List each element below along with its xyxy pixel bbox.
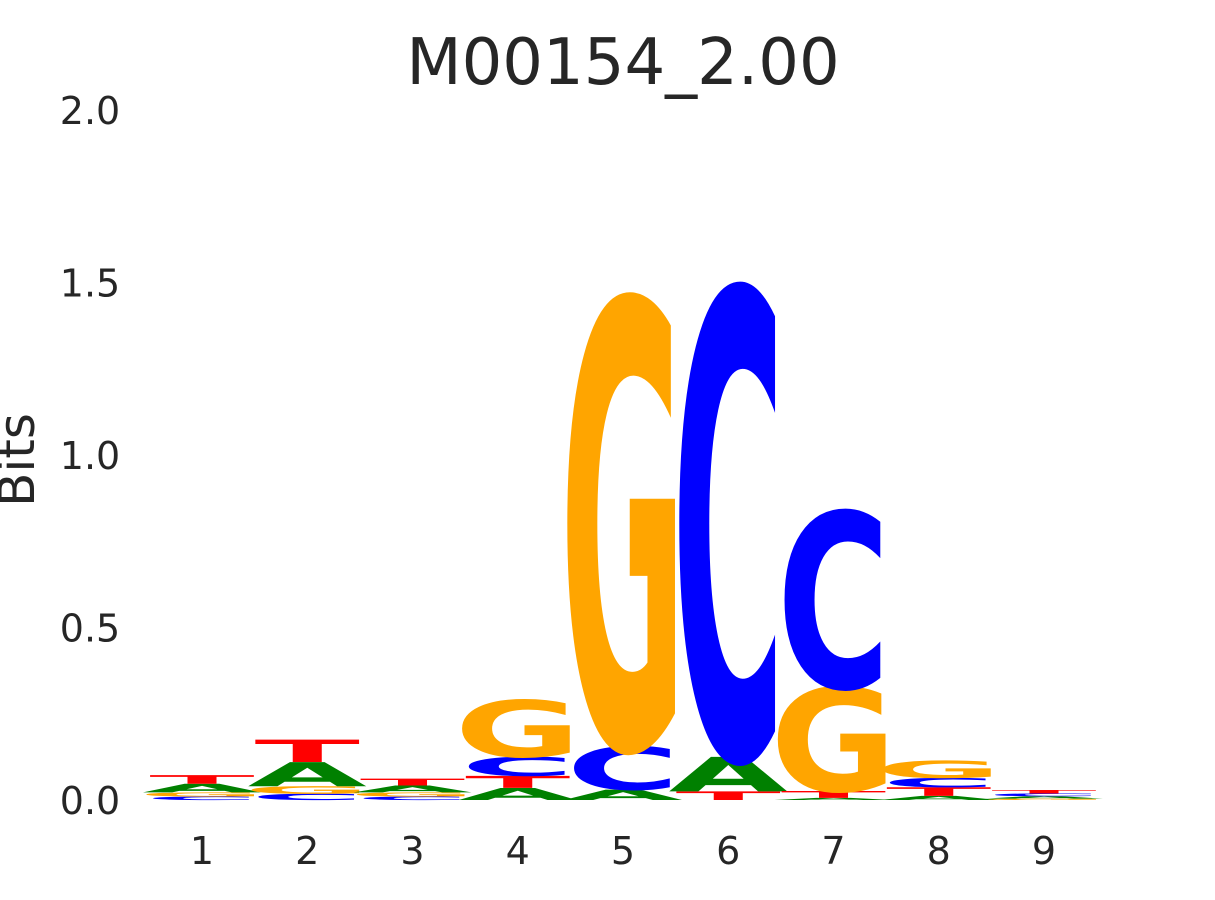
logo-letter-g: G [981,798,1108,800]
y-axis: 0.0 0.5 1.0 1.5 2.0 [60,89,120,823]
logo-letter-c: C [777,464,890,745]
logo-letter-c: C [356,796,469,801]
logo-letter-g: G [560,180,687,892]
logo-letter-c: C [672,163,785,900]
logo-letter-t: T [465,773,570,792]
x-tick-label: 3 [400,829,424,873]
logo-letter-a: A [774,797,894,800]
logo-letter-g: G [454,684,581,775]
logo-letter-a: A [879,795,999,802]
logo-letter-c: C [251,792,364,802]
y-tick-label: 0.0 [60,779,120,823]
logo-letter-t: T [886,785,992,799]
logo-letter-t: T [676,789,782,803]
y-tick-label: 2.0 [60,89,120,133]
logo-letter-c: C [145,796,258,801]
logo-letter-c: C [987,793,1100,797]
logo-letter-a: A [668,748,788,803]
logo-letter-t: T [149,773,255,787]
x-tick-label: 1 [190,829,214,873]
logo-letter-g: G [770,659,897,824]
y-axis-label: Bits [0,413,46,507]
logo-letter-c: C [566,735,679,804]
y-tick-label: 1.0 [60,434,120,478]
logo-letter-c: C [461,752,574,782]
logo-letter-g: G [349,791,476,798]
x-tick-label: 4 [506,829,530,873]
logo-letter-t: T [781,789,887,800]
x-tick-label: 5 [611,829,635,873]
logo-letter-t: T [255,734,360,770]
y-tick-label: 0.5 [60,607,120,651]
y-tick-label: 1.5 [60,262,120,306]
logo-letter-a: A [984,796,1103,800]
x-tick-label: 2 [295,829,319,873]
logo-letter-c: C [882,775,995,790]
logo-letter-a: A [247,756,367,795]
logo-letter-a: A [353,784,473,795]
x-tick-label: 6 [716,829,740,873]
logo-letter-g: G [875,756,1002,784]
logo-letter-g: G [139,791,266,798]
logo-letter-a: A [458,785,578,804]
x-tick-label: 9 [1032,829,1056,873]
x-axis: 1 2 3 4 5 6 7 8 9 [190,829,1056,873]
logo-letter-t: T [991,789,1096,794]
x-tick-label: 7 [821,829,845,873]
chart-title: M00154_2.00 [406,26,839,100]
logo-letter-a: A [142,781,262,795]
x-tick-label: 8 [927,829,951,873]
logo-letter-t: T [360,777,466,788]
logo-letter-g: G [244,784,371,796]
logo-letter-a: A [563,787,683,804]
